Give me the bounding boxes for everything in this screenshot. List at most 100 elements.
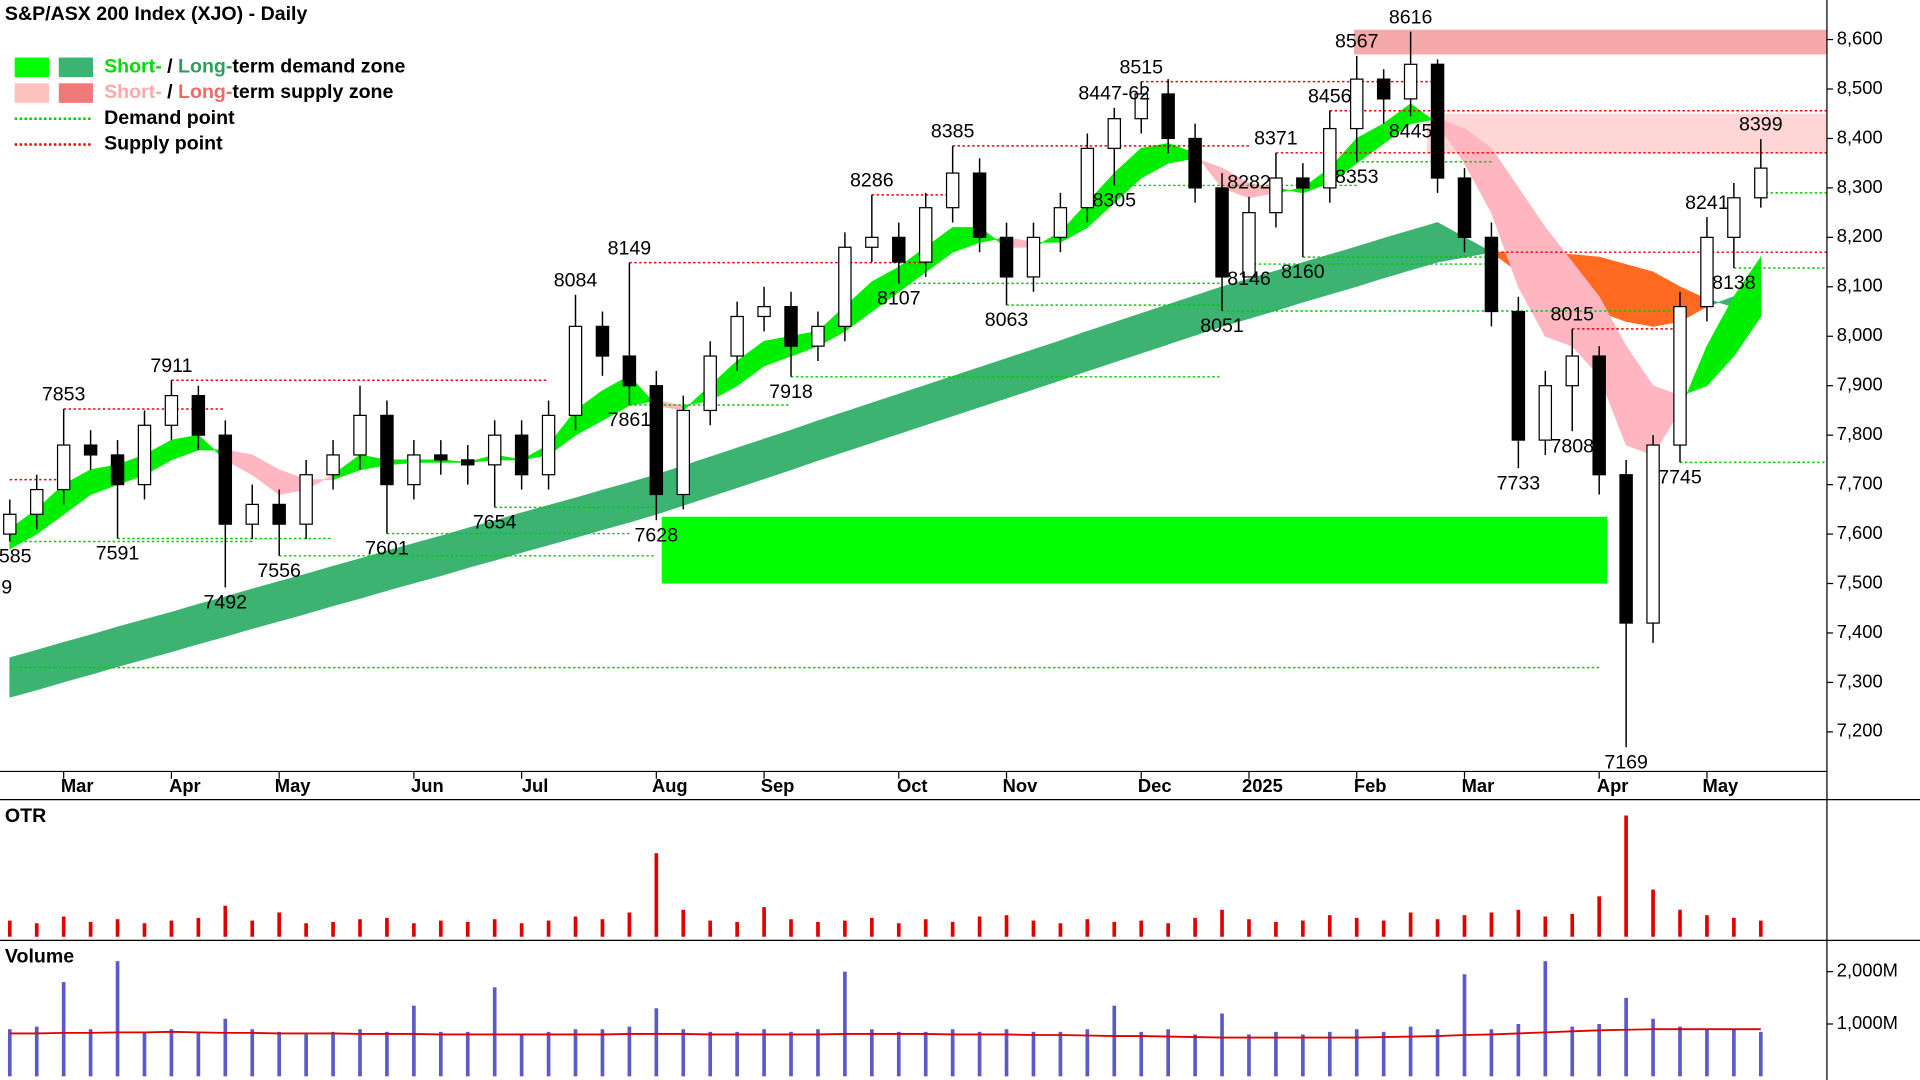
ribbon-segment <box>736 438 765 489</box>
x-tick-label: Oct <box>897 775 928 796</box>
y-tick-label: 7,600 <box>1837 522 1883 543</box>
low-label: 8107 <box>877 287 921 309</box>
high-label: 8282 <box>1227 172 1271 194</box>
bar <box>1570 913 1575 937</box>
candle-body <box>649 385 664 496</box>
x-tick-label: May <box>275 775 312 796</box>
candle-body <box>299 474 313 525</box>
low-label: 7745 <box>1658 466 1702 488</box>
high-label: 8456 <box>1308 85 1352 107</box>
candle-body <box>568 325 583 416</box>
bar <box>1166 1029 1170 1077</box>
bar <box>1597 896 1602 937</box>
x-tick-label: Apr <box>1597 775 1629 796</box>
bar <box>950 921 955 937</box>
bar <box>1543 961 1548 1077</box>
candle-body <box>272 503 286 525</box>
low-label: 8051 <box>1200 315 1244 337</box>
bar <box>1058 923 1063 937</box>
high-label: 8084 <box>554 269 598 291</box>
high-label: 8286 <box>850 170 894 192</box>
y-tick-label: 2,000M <box>1837 959 1898 980</box>
x-tick-label: 2025 <box>1242 775 1283 796</box>
candle-body <box>326 454 340 476</box>
y-tick-label: 7,700 <box>1837 472 1883 493</box>
high-label: 8399 <box>1739 114 1783 136</box>
bar <box>196 1031 201 1077</box>
x-tick-label: Feb <box>1354 775 1387 796</box>
candle-body <box>137 424 152 486</box>
legend-text: term supply zone <box>232 81 393 103</box>
x-tick-label: Nov <box>1003 775 1038 796</box>
bar <box>600 1029 605 1077</box>
ribbon-segment <box>952 366 980 417</box>
ribbon-segment <box>171 603 199 653</box>
low-label: 7556 <box>257 560 301 582</box>
x-tick-label: Mar <box>1462 775 1495 796</box>
bar <box>1166 923 1170 937</box>
low-label: 8353 <box>1335 166 1379 188</box>
candle-body <box>1107 118 1122 149</box>
bar <box>762 1029 766 1077</box>
candle-body <box>1350 78 1364 130</box>
candle-body <box>1754 167 1768 199</box>
ribbon-segment <box>251 581 280 629</box>
ribbon-segment <box>548 497 576 546</box>
y-tick-label: 8,200 <box>1837 225 1883 246</box>
low-label: 7591 <box>96 543 140 565</box>
bar <box>1112 1005 1117 1077</box>
bar <box>358 919 362 937</box>
bar <box>573 1029 578 1077</box>
candle-body <box>1296 177 1310 189</box>
candle-body <box>245 503 259 525</box>
candle-body <box>1484 236 1499 313</box>
average-line <box>9 1028 1761 1039</box>
bar <box>870 1029 874 1077</box>
y-tick-label: 8,000 <box>1837 324 1883 345</box>
ribbon-segment <box>925 375 954 426</box>
low-label: 8063 <box>985 309 1029 331</box>
ribbon-segment <box>1356 237 1385 287</box>
bar <box>1489 912 1494 937</box>
bar <box>250 1029 255 1077</box>
ribbon-segment <box>332 558 361 607</box>
candle-body <box>461 459 475 466</box>
ribbon-segment <box>575 489 603 539</box>
candle-body <box>83 444 98 456</box>
bar <box>1112 921 1117 937</box>
y-tick-label: 8,400 <box>1837 126 1883 147</box>
low-label: 7492 <box>204 592 248 614</box>
candle-body <box>1592 355 1606 476</box>
bar <box>331 1031 335 1077</box>
bar <box>735 921 739 937</box>
ribbon-segment <box>1086 321 1115 372</box>
ribbon-segment <box>817 411 846 461</box>
candle-body <box>514 434 529 476</box>
bar <box>304 1034 308 1077</box>
bar <box>1058 1031 1063 1077</box>
bar <box>1758 1031 1763 1077</box>
y-tick-label: 8,600 <box>1837 27 1883 48</box>
x-tick-label: Jul <box>522 775 549 796</box>
bar <box>1274 1031 1278 1077</box>
candle-body <box>1673 305 1687 446</box>
high-label: 8371 <box>1254 128 1298 150</box>
ribbon-segment <box>602 482 630 531</box>
low-label: 8445 <box>1389 120 1433 142</box>
bar <box>600 919 605 937</box>
bar <box>34 1026 39 1077</box>
bar <box>7 1029 12 1077</box>
bar <box>1247 1034 1251 1077</box>
low-label: 7918 <box>769 381 813 403</box>
ribbon-segment <box>1383 229 1411 279</box>
x-tick-label: Apr <box>169 775 201 796</box>
bar <box>1408 912 1413 937</box>
candle-body <box>945 172 960 209</box>
bar <box>1031 920 1036 937</box>
legend-text: / <box>162 56 178 78</box>
x-tick-label: Mar <box>61 775 94 796</box>
legend-label: Demand point <box>104 107 235 129</box>
bar <box>1758 920 1763 937</box>
low-label: 7628 <box>635 524 679 546</box>
bar <box>438 920 443 937</box>
